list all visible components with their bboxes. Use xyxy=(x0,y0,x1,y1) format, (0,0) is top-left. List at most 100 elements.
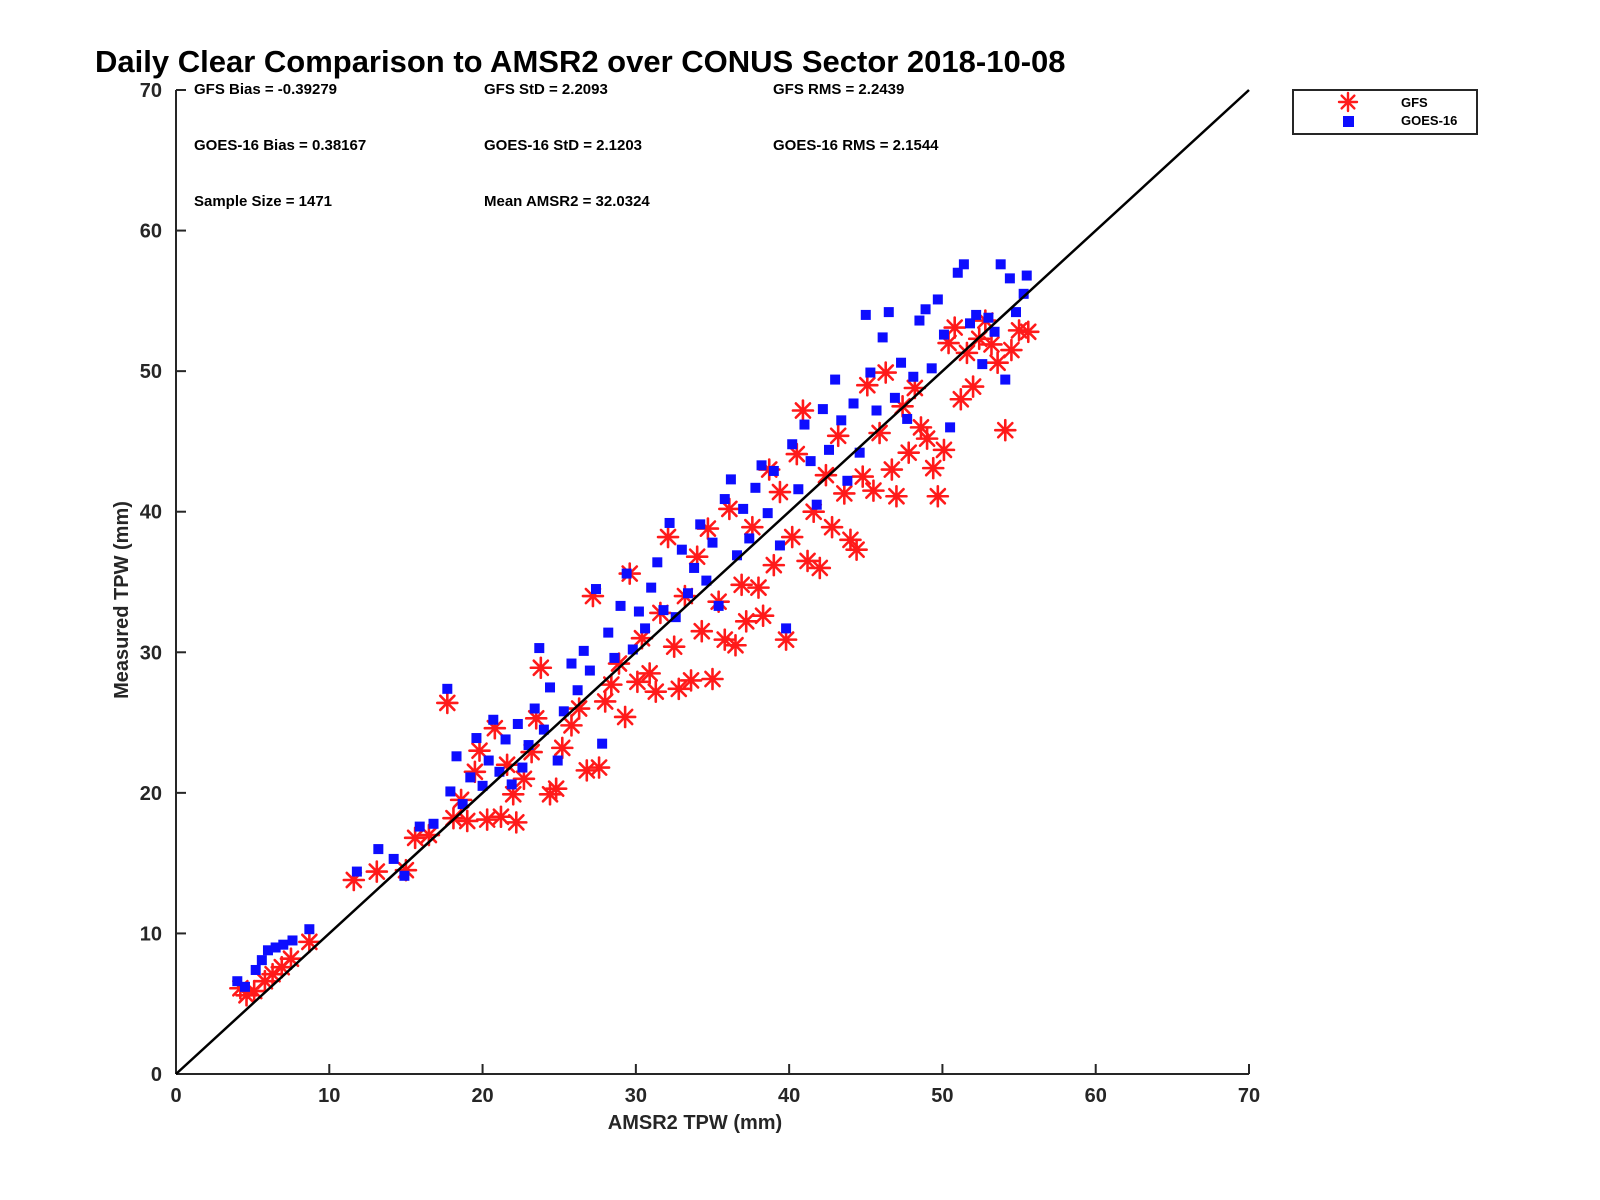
goes-16-point xyxy=(652,557,663,568)
gfs-point xyxy=(298,930,321,954)
y-axis-label: Measured TPW (mm) xyxy=(111,501,133,699)
goes-16-point xyxy=(529,703,540,714)
gfs-point xyxy=(1016,320,1040,344)
legend-goes-label: GOES-16 xyxy=(1401,113,1457,128)
y-tick-label: 20 xyxy=(140,783,162,805)
gfs-point xyxy=(638,662,661,685)
goes-16-point xyxy=(483,755,494,766)
goes-16-point xyxy=(854,447,865,458)
stat-label: GFS RMS = 2.2439 xyxy=(773,81,904,98)
goes-16-point xyxy=(945,422,956,433)
goes-16-point xyxy=(523,740,534,751)
goes-16-point xyxy=(414,821,425,832)
goes-16-point xyxy=(465,772,476,783)
x-tick-label: 10 xyxy=(318,1085,340,1107)
gfs-point xyxy=(718,497,741,521)
gfs-point xyxy=(856,373,879,397)
goes-16-point xyxy=(938,329,949,340)
goes-16-point xyxy=(750,482,761,493)
goes-16-point xyxy=(977,359,988,370)
goes-16-point xyxy=(952,267,963,278)
goes-16-point xyxy=(552,755,563,766)
goes-16-point xyxy=(781,623,792,634)
y-tick-label: 30 xyxy=(140,642,162,664)
goes-16-point xyxy=(883,307,894,318)
gfs-point xyxy=(567,697,591,720)
goes-16-point xyxy=(500,734,511,745)
goes-16-point xyxy=(877,332,888,343)
goes-16-point xyxy=(591,584,602,595)
gfs-point xyxy=(808,556,832,580)
statistics-text: GFS Bias = -0.39279 GFS StD = 2.2093 GFS R… xyxy=(194,81,939,210)
legend-goes-square-icon xyxy=(1343,116,1354,127)
goes-16-point xyxy=(494,766,505,777)
goes-16-point xyxy=(262,945,273,956)
gfs-point xyxy=(724,633,747,657)
goes-16-point xyxy=(836,415,847,426)
goes-16-point xyxy=(451,751,462,762)
x-tick-label: 50 xyxy=(931,1085,953,1107)
gfs-point xyxy=(868,421,891,445)
gfs-point xyxy=(751,604,775,628)
stat-label: Mean AMSR2 = 32.0324 xyxy=(484,193,650,210)
gfs-point xyxy=(656,525,680,549)
goes-16-point xyxy=(664,517,675,528)
goes-16-point xyxy=(732,550,743,561)
y-tick-label: 60 xyxy=(140,221,162,243)
y-tick-label: 10 xyxy=(140,923,162,945)
gfs-point xyxy=(820,515,844,539)
x-tick-label: 0 xyxy=(170,1085,181,1107)
gfs-point xyxy=(897,441,921,464)
gfs-point xyxy=(468,739,491,762)
goes-16-point xyxy=(701,575,712,586)
stat-label: GFS Bias = -0.39279 xyxy=(194,81,337,98)
one-to-one-line xyxy=(175,89,1250,1075)
goes-16-point xyxy=(399,870,410,881)
gfs-point xyxy=(455,809,479,833)
gfs-point xyxy=(730,573,753,597)
goes-16-point xyxy=(1004,273,1015,284)
goes-16-point xyxy=(965,318,976,329)
goes-16-point xyxy=(287,935,298,946)
goes-16-point xyxy=(232,976,243,987)
gfs-point xyxy=(685,545,709,568)
goes-16-point xyxy=(250,964,261,975)
gfs-point xyxy=(575,759,599,782)
goes-16-point xyxy=(719,494,730,505)
stat-label: GOES-16 Bias = 0.38167 xyxy=(194,137,366,154)
goes-16-point xyxy=(787,439,798,450)
gfs-point xyxy=(734,610,758,633)
gfs-point xyxy=(593,690,617,713)
goes-16-point xyxy=(1018,288,1029,299)
goes-16-point xyxy=(621,568,632,579)
goes-16-point xyxy=(744,533,755,544)
gfs-point xyxy=(955,341,979,365)
goes-16-point xyxy=(756,460,767,471)
goes-16-point xyxy=(860,309,871,320)
y-tick-label: 0 xyxy=(151,1064,162,1086)
gfs-point xyxy=(463,760,487,784)
gfs-point xyxy=(909,416,933,439)
gfs-point xyxy=(662,635,686,658)
gfs-point xyxy=(926,484,950,508)
x-tick-label: 70 xyxy=(1238,1085,1260,1107)
goes-16-point xyxy=(676,544,687,555)
goes-16-point xyxy=(896,357,907,368)
gfs-point xyxy=(701,667,724,691)
gfs-point xyxy=(915,427,939,450)
gfs-point xyxy=(1000,338,1023,362)
goes-16-point xyxy=(865,367,876,378)
goes-16-point xyxy=(695,519,706,530)
gfs-point xyxy=(544,777,568,800)
goes-16-point xyxy=(848,398,859,409)
gfs-point xyxy=(365,860,389,883)
goes-16-point xyxy=(932,294,943,305)
gfs-point xyxy=(747,576,770,599)
series-goes-16 xyxy=(232,259,1032,992)
x-axis-ticks: 0 10 20 30 40 50 60 70 xyxy=(170,1064,1260,1107)
goes-16-point xyxy=(958,259,969,270)
goes-16-point xyxy=(615,600,626,611)
goes-16-point xyxy=(689,562,700,573)
